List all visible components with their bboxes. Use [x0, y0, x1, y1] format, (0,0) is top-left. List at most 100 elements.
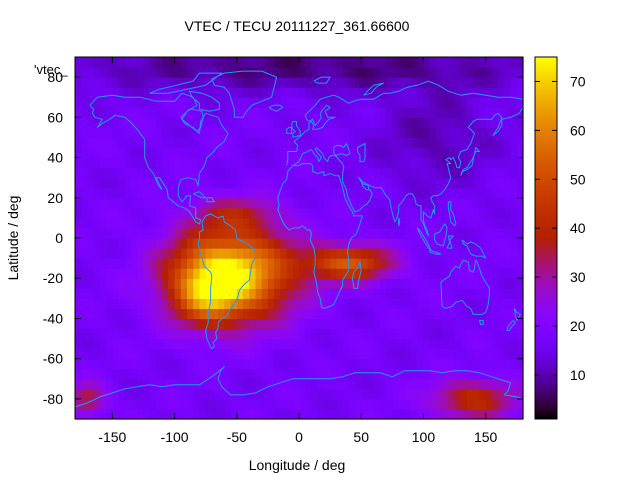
heat-cell — [467, 127, 474, 139]
heat-cell — [243, 398, 250, 410]
heat-cell — [305, 398, 313, 410]
heat-cell — [305, 127, 313, 139]
heat-cell — [386, 157, 393, 169]
heat-cell — [112, 137, 120, 149]
heat-cell — [392, 147, 400, 159]
heat-cell — [299, 227, 306, 239]
heat-cell — [249, 107, 257, 118]
heat-cell — [392, 127, 400, 139]
heat-cell — [243, 278, 250, 289]
heat-cell — [211, 127, 219, 139]
heat-cell — [342, 77, 350, 88]
heat-cell — [193, 258, 201, 269]
heat-cell — [236, 318, 244, 330]
coastline-africa — [277, 163, 363, 309]
heat-cell — [280, 147, 288, 159]
heat-cell — [398, 217, 406, 229]
heat-cell — [243, 298, 250, 309]
heat-cell — [379, 378, 387, 390]
heat-cell — [174, 177, 182, 189]
heat-cell — [236, 227, 244, 239]
heat-cell — [473, 398, 481, 410]
heat-cell — [485, 378, 493, 390]
heat-cell — [305, 338, 313, 350]
heat-cell — [504, 288, 512, 299]
heat-cell — [485, 77, 493, 88]
heat-cell — [355, 127, 362, 139]
heat-cell — [448, 77, 456, 88]
heat-cell — [261, 187, 269, 199]
heat-cell — [199, 177, 207, 189]
heat-cell — [131, 378, 138, 390]
heat-cell — [174, 107, 182, 118]
heat-cell — [193, 107, 201, 118]
heat-cell — [230, 127, 238, 139]
heat-cell — [131, 77, 138, 88]
heat-cell — [75, 278, 82, 289]
heat-cell — [510, 408, 518, 420]
heat-cell — [124, 177, 132, 189]
heat-cell — [162, 308, 169, 320]
heat-cell — [155, 388, 163, 400]
heat-cell — [249, 328, 257, 340]
heat-cell — [498, 207, 505, 219]
heat-cell — [261, 127, 269, 139]
heat-cell — [286, 117, 294, 128]
heat-cell — [379, 348, 387, 360]
heat-cell — [460, 348, 468, 360]
heat-cell — [230, 87, 238, 98]
heat-cell — [361, 348, 369, 360]
heat-cell — [131, 217, 138, 229]
coastline-sumatra — [416, 227, 432, 251]
heat-cell — [367, 207, 375, 219]
heat-cell — [386, 177, 393, 189]
heat-cell — [467, 207, 474, 219]
heat-cell — [255, 77, 263, 88]
heat-cell — [199, 348, 207, 360]
heat-cell — [504, 318, 512, 330]
heat-cell — [348, 147, 356, 159]
heat-cell — [355, 338, 362, 350]
colorbar-tick-label: 30 — [570, 269, 586, 285]
heat-cell — [386, 408, 393, 420]
heat-cell — [342, 268, 350, 279]
heat-cell — [81, 87, 89, 98]
heat-cell — [504, 187, 512, 199]
heat-cell — [454, 318, 462, 330]
heat-cell — [479, 258, 487, 269]
heat-cell — [448, 388, 456, 400]
heat-cell — [280, 127, 288, 139]
heat-cell — [93, 348, 101, 360]
heat-cell — [99, 87, 107, 98]
heat-cell — [168, 348, 176, 360]
heat-cell — [454, 368, 462, 380]
heat-cell — [131, 368, 138, 380]
heat-cell — [99, 248, 107, 259]
heat-cell — [236, 388, 244, 400]
heat-cell — [261, 298, 269, 309]
heat-cell — [230, 388, 238, 400]
heat-cell — [174, 348, 182, 360]
heat-cell — [193, 348, 201, 360]
heat-cell — [286, 187, 294, 199]
heat-cell — [435, 348, 443, 360]
heat-cell — [442, 167, 449, 179]
heat-cell — [155, 197, 163, 209]
heat-cell — [224, 227, 232, 239]
heat-cell — [168, 167, 176, 179]
heat-cell — [286, 167, 294, 179]
heat-cell — [317, 368, 325, 380]
x-tick-label: 0 — [295, 429, 303, 445]
heat-cell — [106, 227, 113, 239]
heat-cell — [336, 258, 344, 269]
heat-cell — [330, 378, 337, 390]
heat-cell — [230, 368, 238, 380]
heat-cell — [261, 368, 269, 380]
heat-cell — [442, 187, 449, 199]
heat-cell — [504, 248, 512, 259]
heat-cell — [99, 348, 107, 360]
heat-cell — [423, 187, 431, 199]
heat-cell — [236, 137, 244, 149]
heat-cell — [330, 258, 337, 269]
heat-cell — [342, 137, 350, 149]
